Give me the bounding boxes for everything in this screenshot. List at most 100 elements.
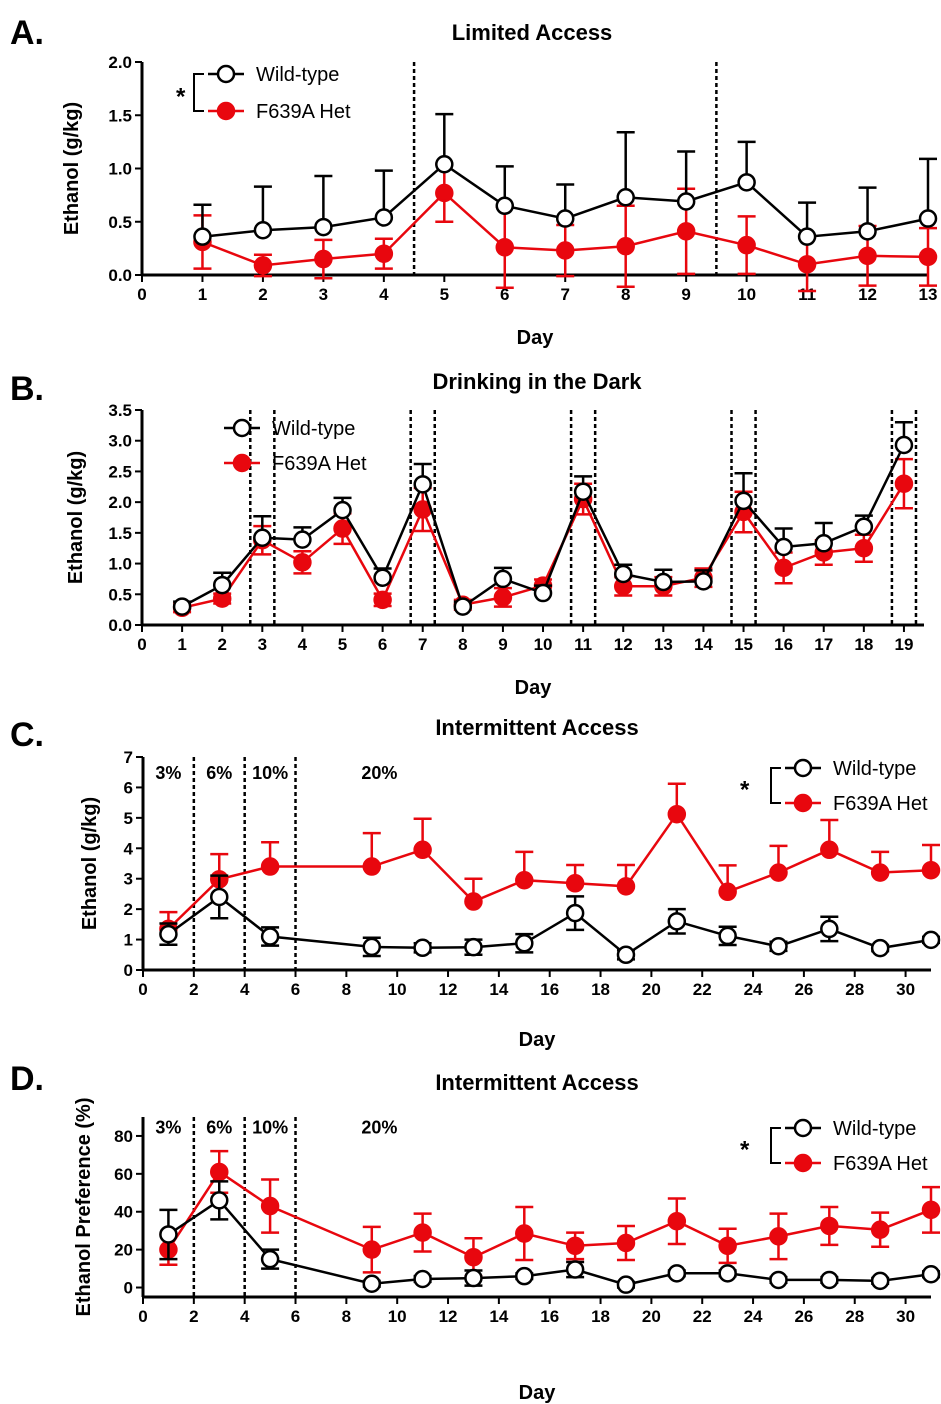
x-tick-label: 17: [814, 635, 833, 654]
data-point: [718, 1264, 737, 1283]
y-tick-label: 1.5: [108, 524, 132, 543]
data-point: [413, 840, 432, 860]
x-tick-label: 8: [342, 1307, 351, 1326]
data-point: [413, 475, 432, 494]
y-tick-label: 40: [114, 1203, 133, 1222]
concentration-label: 10%: [252, 1117, 288, 1137]
data-point: [362, 1240, 382, 1259]
x-tick-label: 24: [744, 1307, 763, 1326]
data-point: [413, 1269, 432, 1289]
y-axis-label: Ethanol (g/kg): [65, 451, 87, 584]
y-tick-label: 2.0: [108, 493, 132, 512]
data-point: [797, 227, 817, 246]
data-point: [565, 1260, 585, 1279]
data-point: [769, 1270, 788, 1290]
data-point: [921, 930, 941, 950]
x-tick-label: 1: [177, 635, 186, 654]
data-point: [260, 1249, 280, 1269]
data-point: [667, 1211, 687, 1231]
series-wild-type: [172, 421, 914, 616]
x-tick-label: 9: [498, 635, 507, 654]
series-wild-type: [159, 874, 941, 965]
data-point: [333, 500, 352, 520]
data-point: [210, 1191, 229, 1210]
y-tick-label: 0: [124, 1279, 133, 1298]
concentration-label: 20%: [361, 1117, 397, 1137]
legend-label: F639A Het: [256, 101, 351, 123]
data-point: [797, 255, 817, 274]
concentration-label: 3%: [155, 763, 181, 783]
x-tick-label: 30: [896, 980, 915, 999]
x-tick-label: 4: [240, 980, 250, 999]
x-tick-label: 14: [694, 635, 713, 654]
legend-marker: [216, 101, 236, 121]
data-point: [676, 192, 696, 211]
x-tick-label: 26: [794, 980, 813, 999]
data-point: [435, 154, 454, 174]
x-tick-label: 10: [737, 285, 756, 304]
x-tick-label: 10: [388, 980, 407, 999]
data-point: [515, 870, 534, 890]
x-tick-label: 10: [388, 1307, 407, 1326]
data-point: [493, 588, 513, 607]
data-point: [616, 945, 636, 965]
data-point: [495, 238, 515, 257]
data-point: [616, 1233, 636, 1253]
y-axis-label: Ethanol (g/kg): [61, 102, 83, 235]
data-point: [921, 1200, 941, 1220]
y-tick-label: 6: [124, 778, 133, 797]
data-point: [555, 241, 575, 260]
data-point: [362, 1274, 382, 1293]
data-point: [453, 597, 473, 616]
data-point: [515, 933, 534, 953]
data-point: [718, 926, 737, 946]
legend-marker: [232, 453, 252, 473]
y-tick-label: 1.0: [108, 160, 132, 179]
x-tick-label: 18: [854, 635, 873, 654]
data-point: [858, 246, 877, 266]
panel-letter: C.: [10, 716, 44, 754]
data-point: [854, 538, 874, 558]
x-tick-label: 1: [198, 285, 207, 304]
data-point: [565, 1236, 585, 1256]
data-point: [894, 435, 914, 455]
x-tick-label: 19: [894, 635, 913, 654]
data-point: [515, 1224, 534, 1243]
y-tick-label: 2.5: [108, 462, 132, 481]
data-point: [464, 937, 483, 957]
x-tick-label: 30: [896, 1307, 915, 1326]
panel-letter: D.: [10, 1060, 44, 1098]
data-point: [613, 564, 633, 584]
x-tick-label: 2: [217, 635, 226, 654]
chart-title: Limited Access: [452, 20, 613, 45]
data-point: [918, 209, 938, 228]
data-point: [260, 927, 280, 946]
data-point: [413, 938, 432, 958]
data-point: [212, 575, 232, 595]
x-tick-label: 0: [137, 635, 146, 654]
data-point: [293, 530, 312, 549]
x-tick-label: 2: [189, 980, 198, 999]
data-point: [253, 221, 273, 240]
x-tick-label: 3: [258, 635, 267, 654]
data-point: [333, 519, 352, 538]
x-tick-label: 28: [845, 980, 864, 999]
data-point: [515, 1266, 534, 1286]
x-tick-label: 7: [560, 285, 569, 304]
x-tick-label: 6: [291, 1307, 300, 1326]
data-point: [667, 1264, 687, 1283]
series-f639a-het: [159, 782, 941, 939]
data-point: [210, 1162, 229, 1182]
legend-label: F639A Het: [272, 453, 367, 475]
data-point: [774, 537, 793, 557]
y-axis-label: Ethanol (g/kg): [79, 797, 101, 930]
data-point: [493, 569, 513, 589]
x-tick-label: 15: [734, 635, 753, 654]
data-point: [769, 863, 788, 882]
x-tick-label: 18: [591, 1307, 610, 1326]
y-tick-label: 0.5: [108, 213, 132, 232]
x-tick-label: 12: [614, 635, 633, 654]
legend-label: Wild-type: [833, 1118, 916, 1140]
legend-marker: [216, 64, 236, 84]
